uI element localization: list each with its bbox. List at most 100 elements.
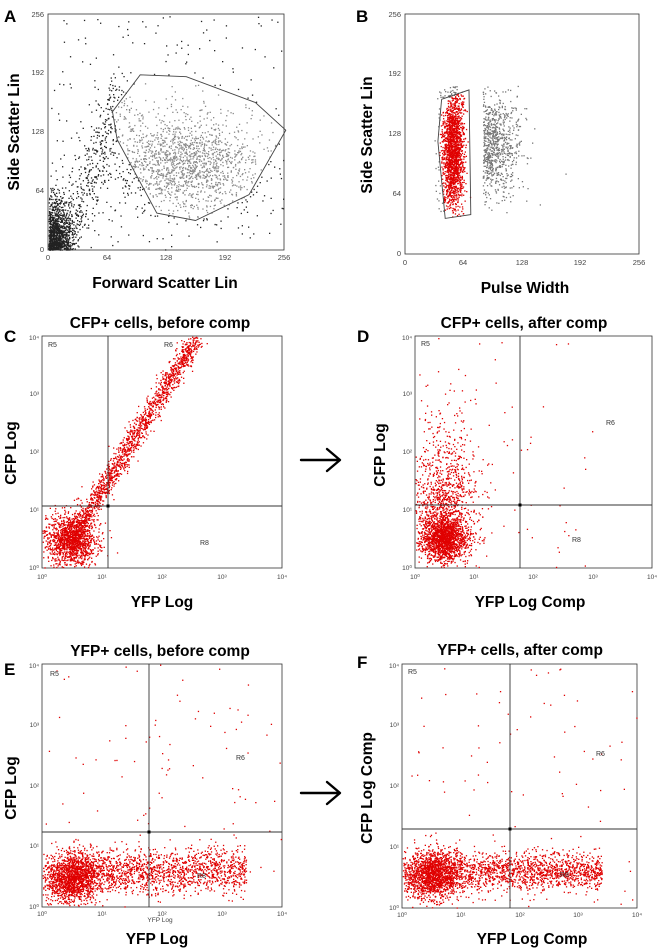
panel-a-dot	[54, 212, 55, 213]
panel-a-dot	[89, 104, 90, 105]
panel-a-dot	[169, 194, 170, 195]
panel-a-dot	[158, 154, 159, 155]
panel-a-dot	[103, 153, 104, 154]
panel-a-dot	[183, 186, 184, 187]
panel-a-dot	[97, 197, 98, 198]
panel-a-dot	[175, 99, 176, 100]
panel-a-dot	[87, 205, 88, 206]
panel-a-dot	[85, 216, 86, 217]
panel-a-dot	[68, 216, 69, 217]
panel-a-dot	[81, 188, 82, 189]
panel-a-dot	[51, 236, 52, 237]
panel-a-dot	[172, 150, 173, 151]
panel-a-dot	[65, 245, 66, 246]
panel-a-dot	[161, 138, 162, 139]
panel-a-dot	[242, 233, 243, 234]
panel-a-dot	[203, 166, 204, 167]
panel-a-dot	[253, 194, 254, 195]
panel-a-dot	[163, 157, 164, 158]
panel-a-dot	[255, 161, 256, 162]
panel-a-dot	[208, 172, 209, 173]
panel-a-dot	[170, 153, 171, 154]
panel-a-dot	[187, 188, 188, 189]
panel-a-dot	[203, 172, 204, 173]
panel-a-dot	[226, 115, 227, 116]
panel-a-dot	[166, 186, 167, 187]
panel-a-dot	[107, 99, 108, 100]
panel-a-dot	[174, 158, 175, 159]
panel-a-dot	[69, 218, 70, 219]
panel-a-dot	[85, 43, 86, 44]
panel-a-dot	[240, 176, 241, 177]
panel-a-dot	[216, 197, 217, 198]
panel-a-dot	[145, 155, 146, 156]
panel-a-dot	[271, 178, 272, 179]
panel-a-dot	[94, 182, 95, 183]
panel-a-dot	[180, 154, 181, 155]
panel-a-dot	[199, 116, 200, 117]
panel-b-dot	[461, 94, 462, 95]
panel-a-dot	[179, 143, 180, 144]
panel-a-dot	[63, 231, 64, 232]
panel-a-dot	[220, 201, 221, 202]
panel-a-dot	[66, 120, 67, 121]
panel-a-dot	[197, 191, 198, 192]
panel-a-dot	[250, 196, 251, 197]
panel-a-dot	[134, 125, 135, 126]
panel-a-dot	[211, 201, 212, 202]
panel-a-dot	[168, 222, 169, 223]
panel-a-dot	[99, 155, 100, 156]
panel-a-dot	[155, 183, 156, 184]
panel-a-dot	[190, 156, 191, 157]
panel-a-dot	[174, 134, 175, 135]
panel-a-dot	[166, 154, 167, 155]
panel-a-dot	[150, 156, 151, 157]
panel-a-dot	[177, 224, 178, 225]
panel-a-dot	[238, 173, 239, 174]
panel-a-dot	[143, 211, 144, 212]
panel-a-dot	[249, 155, 250, 156]
panel-a-dot	[50, 231, 51, 232]
panel-a-dot	[155, 117, 156, 118]
panel-a-dot	[76, 214, 77, 215]
panel-a-dot	[71, 245, 72, 246]
panel-a-dot	[225, 193, 226, 194]
panel-a-dot	[81, 216, 82, 217]
panel-a-dot	[198, 173, 199, 174]
panel-b-dot	[491, 181, 492, 182]
panel-a-dot	[96, 58, 97, 59]
panel-a-dot	[158, 188, 159, 189]
panel-a-dot	[67, 248, 68, 249]
panel-a-dot	[157, 164, 158, 165]
panel-a-dot	[210, 112, 211, 113]
panel-a-dot	[140, 187, 141, 188]
panel-a-dot	[138, 187, 139, 188]
panel-a-dot	[269, 233, 270, 234]
panel-a-dot	[109, 90, 110, 91]
panel-a-dot	[150, 141, 151, 142]
panel-a-dot	[58, 216, 59, 217]
panel-a-dot	[210, 170, 211, 171]
panel-a-dot	[134, 138, 135, 139]
panel-a-dot	[62, 215, 63, 216]
panel-a-dot	[193, 156, 194, 157]
panel-a-dot	[194, 206, 195, 207]
panel-a-dot	[77, 231, 78, 232]
panel-a-dot	[54, 194, 55, 195]
panel-a-dot	[268, 150, 269, 151]
panel-a-dot	[135, 166, 136, 167]
panel-a-dot	[204, 153, 205, 154]
panel-a-dot	[193, 161, 194, 162]
panel-a-dot	[70, 218, 71, 219]
panel-a-dot	[60, 222, 61, 223]
panel-a-dot	[155, 216, 156, 217]
panel-a-dot	[59, 120, 60, 121]
panel-a-dot	[192, 178, 193, 179]
panel-a-dot	[276, 108, 277, 109]
panel-a-dot	[237, 139, 238, 140]
panel-a-dot	[229, 152, 230, 153]
panel-a-dot	[95, 100, 96, 101]
panel-a-dot	[54, 229, 55, 230]
panel-a-dot	[176, 172, 177, 173]
panel-a-dot	[101, 128, 102, 129]
